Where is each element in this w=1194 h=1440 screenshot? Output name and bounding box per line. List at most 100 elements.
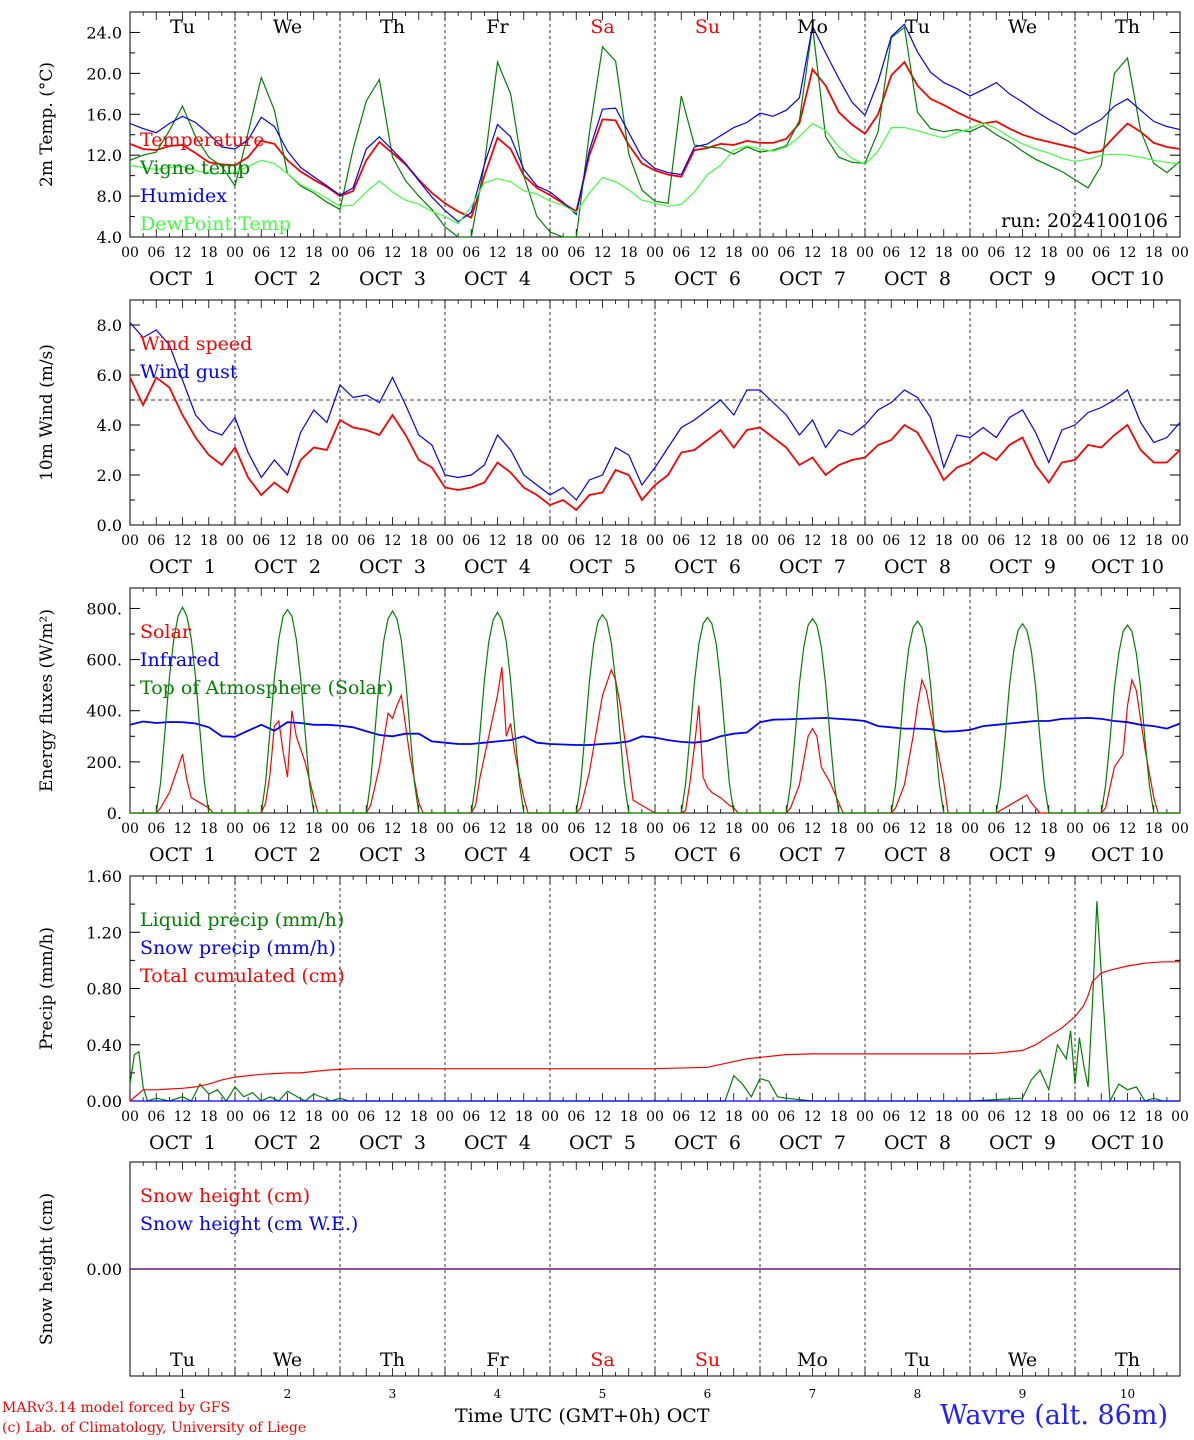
series-line-3-1 bbox=[130, 667, 1180, 814]
hour-tick-label: 00 bbox=[1066, 1109, 1084, 1125]
hour-tick-label: 12 bbox=[279, 1109, 297, 1125]
hour-tick-label: 00 bbox=[961, 1109, 979, 1125]
hour-tick-label: 00 bbox=[1171, 821, 1189, 837]
date-label: OCT 3 bbox=[359, 1132, 426, 1154]
hour-tick-label: 18 bbox=[305, 245, 323, 261]
hour-tick-label: 18 bbox=[305, 1109, 323, 1125]
date-label: 8 bbox=[914, 1387, 922, 1401]
date-label: OCT 7 bbox=[779, 844, 846, 866]
hour-tick-label: 12 bbox=[489, 245, 507, 261]
hour-tick-label: 00 bbox=[961, 533, 979, 549]
legend-entry: Top of Atmosphere (Solar) bbox=[140, 677, 393, 699]
hour-tick-label: 18 bbox=[1145, 245, 1163, 261]
hour-tick-label: 12 bbox=[279, 245, 297, 261]
legend-entry: Wind speed bbox=[140, 333, 252, 355]
date-label: 10 bbox=[1120, 1387, 1135, 1401]
hour-tick-label: 12 bbox=[1014, 245, 1032, 261]
weekday-label-top: Sa bbox=[590, 16, 614, 38]
y-tick-label: 0.80 bbox=[86, 980, 122, 999]
hour-tick-label: 12 bbox=[804, 533, 822, 549]
hour-tick-label: 18 bbox=[200, 533, 218, 549]
date-label: 7 bbox=[809, 1387, 817, 1401]
hour-tick-label: 12 bbox=[594, 533, 612, 549]
hour-tick-label: 06 bbox=[672, 1109, 690, 1125]
hour-tick-label: 12 bbox=[174, 1109, 192, 1125]
series-line-3-3 bbox=[130, 605, 1180, 814]
hour-tick-label: 18 bbox=[1145, 821, 1163, 837]
hour-tick-label: 00 bbox=[1171, 533, 1189, 549]
y-tick-label: 4.0 bbox=[97, 416, 122, 435]
hour-tick-label: 18 bbox=[1040, 245, 1058, 261]
legend-entry: Infrared bbox=[140, 649, 220, 671]
hour-tick-label: 12 bbox=[384, 533, 402, 549]
hour-tick-label: 18 bbox=[410, 1109, 428, 1125]
legend-entry: Vigne temp bbox=[139, 157, 250, 179]
series-line-4-3 bbox=[129, 961, 1180, 1102]
legend-entry: Solar bbox=[140, 621, 192, 643]
weekday-label-top: Tu bbox=[170, 16, 195, 38]
hour-tick-label: 18 bbox=[1040, 821, 1058, 837]
legend-entry: Snow height (cm) bbox=[140, 1185, 310, 1207]
date-label: OCT 6 bbox=[674, 844, 741, 866]
y-tick-label: 1.20 bbox=[86, 923, 122, 942]
hour-tick-label: 18 bbox=[935, 245, 953, 261]
hour-tick-label: 12 bbox=[1119, 1109, 1137, 1125]
weekday-label-bottom: Mo bbox=[797, 1349, 828, 1371]
y-tick-label: 0.00 bbox=[86, 1260, 122, 1279]
hour-tick-label: 00 bbox=[226, 245, 244, 261]
date-label: OCT 4 bbox=[464, 844, 531, 866]
date-label: OCT 3 bbox=[359, 268, 426, 290]
hour-tick-label: 12 bbox=[909, 821, 927, 837]
hour-tick-label: 00 bbox=[121, 533, 139, 549]
hour-tick-label: 00 bbox=[121, 821, 139, 837]
hour-tick-label: 18 bbox=[935, 533, 953, 549]
hour-tick-label: 06 bbox=[1092, 533, 1110, 549]
date-label: OCT 8 bbox=[884, 844, 951, 866]
date-label: OCT 6 bbox=[674, 1132, 741, 1154]
hour-tick-label: 18 bbox=[830, 533, 848, 549]
x-axis-title: Time UTC (GMT+0h) OCT bbox=[455, 1405, 710, 1427]
date-label: OCT 4 bbox=[464, 556, 531, 578]
date-label: OCT 1 bbox=[149, 556, 216, 578]
hour-tick-label: 00 bbox=[1066, 821, 1084, 837]
hour-tick-label: 18 bbox=[935, 821, 953, 837]
hour-tick-label: 18 bbox=[830, 245, 848, 261]
y-tick-label: 8.0 bbox=[97, 187, 122, 206]
hour-tick-label: 06 bbox=[567, 245, 585, 261]
weekday-label-top: Th bbox=[1115, 16, 1140, 38]
hour-tick-label: 06 bbox=[1092, 245, 1110, 261]
hour-tick-label: 18 bbox=[830, 1109, 848, 1125]
hour-tick-label: 18 bbox=[725, 821, 743, 837]
hour-tick-label: 06 bbox=[252, 821, 270, 837]
hour-tick-label: 18 bbox=[515, 245, 533, 261]
y-tick-label: 4.0 bbox=[97, 228, 122, 247]
date-label: 4 bbox=[494, 1387, 502, 1401]
hour-tick-label: 18 bbox=[620, 821, 638, 837]
hour-tick-label: 00 bbox=[646, 533, 664, 549]
hour-tick-label: 00 bbox=[121, 1109, 139, 1125]
hour-tick-label: 00 bbox=[1066, 533, 1084, 549]
hour-tick-label: 18 bbox=[305, 533, 323, 549]
y-axis-title: Precip (mm/h) bbox=[37, 927, 57, 1050]
date-label: 9 bbox=[1019, 1387, 1027, 1401]
hour-tick-label: 06 bbox=[882, 533, 900, 549]
date-label: OCT 4 bbox=[464, 268, 531, 290]
legend-entry: Humidex bbox=[140, 185, 227, 207]
hour-tick-label: 06 bbox=[672, 533, 690, 549]
hour-tick-label: 12 bbox=[594, 1109, 612, 1125]
hour-tick-label: 06 bbox=[672, 821, 690, 837]
y-axis-title: Snow height (cm) bbox=[37, 1193, 57, 1345]
y-tick-label: 16.0 bbox=[86, 105, 122, 124]
hour-tick-label: 12 bbox=[174, 821, 192, 837]
hour-tick-label: 06 bbox=[357, 533, 375, 549]
hour-tick-label: 00 bbox=[436, 821, 454, 837]
hour-tick-label: 18 bbox=[200, 821, 218, 837]
date-label: 1 bbox=[179, 1387, 187, 1401]
hour-tick-label: 00 bbox=[541, 1109, 559, 1125]
hour-tick-label: 06 bbox=[147, 533, 165, 549]
hour-tick-label: 06 bbox=[567, 1109, 585, 1125]
date-label: OCT 1 bbox=[149, 844, 216, 866]
hour-tick-label: 18 bbox=[725, 1109, 743, 1125]
hour-tick-label: 18 bbox=[725, 533, 743, 549]
hour-tick-label: 12 bbox=[594, 821, 612, 837]
